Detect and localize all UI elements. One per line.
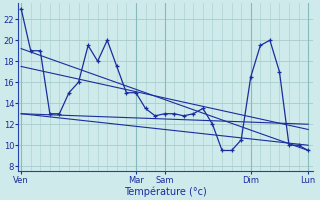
X-axis label: Température (°c): Température (°c) xyxy=(124,186,207,197)
